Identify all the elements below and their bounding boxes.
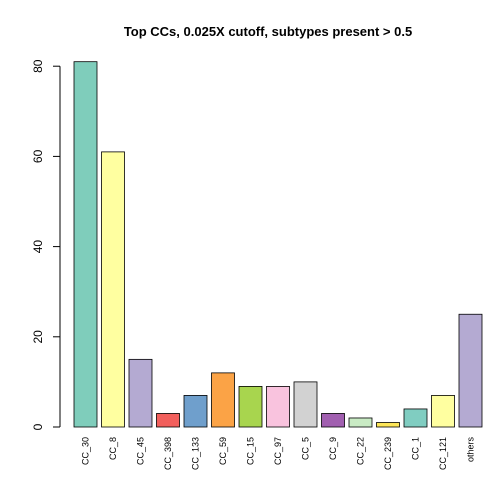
x-tick-label: CC_8 <box>108 437 118 460</box>
x-tick-label: CC_9 <box>328 437 338 460</box>
bar-cc-59 <box>211 372 235 428</box>
bar-cc-121 <box>431 395 455 428</box>
x-tick-label: CC_15 <box>246 437 256 465</box>
x-axis-labels: CC_30 CC_8 CC_45 CC_398 CC_133 CC_59 CC_15 CC_9… <box>81 437 476 471</box>
bar-cc-5 <box>293 381 318 428</box>
x-tick-label: CC_22 <box>356 437 366 465</box>
x-tick-label: CC_1 <box>411 437 421 460</box>
chart-title: Top CCs, 0.025X cutoff, subtypes present… <box>124 24 412 39</box>
bar-cc-9 <box>321 413 345 428</box>
x-tick-label: CC_239 <box>383 437 393 470</box>
y-tick-label: 20 <box>31 330 45 344</box>
bar-cc-1 <box>403 408 428 428</box>
bars <box>73 61 483 428</box>
y-tick-label: 40 <box>31 240 45 254</box>
bar-cc-45 <box>128 358 153 428</box>
x-tick-label: CC_398 <box>163 437 173 470</box>
bar-cc-15 <box>238 386 263 428</box>
y-tick-label: 0 <box>31 423 45 430</box>
bar-cc-30 <box>73 61 98 428</box>
bar-others <box>458 313 483 428</box>
x-tick-label: CC_45 <box>136 437 146 465</box>
bar-cc-8 <box>101 151 125 428</box>
x-tick-label: CC_97 <box>273 437 283 465</box>
x-tick-label: CC_59 <box>218 437 228 465</box>
bar-cc-239 <box>376 422 400 428</box>
bar-cc-22 <box>348 417 373 428</box>
x-tick-label: CC_30 <box>81 437 91 465</box>
y-tick-label: 80 <box>31 59 45 73</box>
x-tick-label: CC_5 <box>301 437 311 460</box>
y-axis: 0 20 40 60 80 <box>31 59 61 430</box>
x-tick-label: CC_121 <box>438 437 448 470</box>
bar-cc-398 <box>156 413 180 428</box>
x-tick-label: others <box>466 437 476 463</box>
y-tick-label: 60 <box>31 149 45 163</box>
bar-cc-133 <box>183 395 208 428</box>
bar-cc-97 <box>266 386 290 428</box>
x-tick-label: CC_133 <box>191 437 201 470</box>
